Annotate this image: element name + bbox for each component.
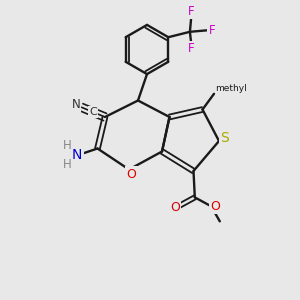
Text: F: F	[208, 24, 215, 37]
Text: O: O	[210, 200, 220, 213]
Text: O: O	[170, 201, 180, 214]
Text: C: C	[89, 107, 97, 117]
Text: F: F	[188, 5, 195, 18]
Text: S: S	[220, 131, 229, 145]
Text: H: H	[63, 139, 72, 152]
Text: N: N	[72, 148, 82, 162]
Text: methyl: methyl	[215, 84, 247, 93]
Text: O: O	[127, 167, 136, 181]
Text: N: N	[71, 98, 80, 112]
Text: F: F	[188, 42, 195, 56]
Text: H: H	[63, 158, 72, 172]
